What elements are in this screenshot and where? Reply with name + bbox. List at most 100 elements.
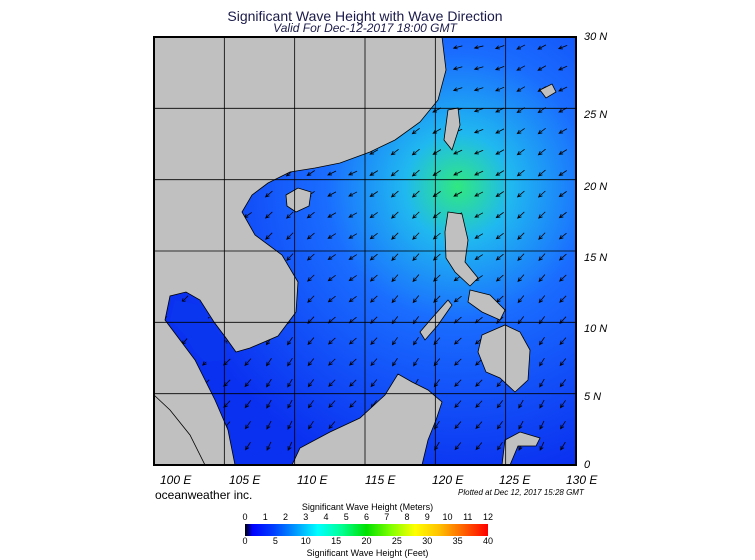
wave-direction-arrow [517,232,525,240]
lat-label: 10 N [584,323,608,335]
wave-direction-arrow [327,212,337,218]
wave-direction-arrow [559,379,567,388]
wave-direction-arrow [518,399,524,409]
wave-direction-arrow [496,379,504,388]
wave-direction-arrow [307,379,314,388]
wave-direction-arrow [370,358,378,367]
wave-direction-arrow [495,232,504,240]
wave-direction-arrow [537,128,546,135]
wave-direction-arrow [391,295,399,304]
wave-direction-arrow [474,212,484,218]
wave-direction-arrow [453,170,463,176]
wave-direction-arrow [452,87,463,92]
wave-direction-arrow [558,170,567,177]
wave-direction-arrow [453,337,462,345]
wave-direction-arrow [454,358,462,366]
wave-direction-arrow [495,86,505,92]
wave-direction-arrow [328,379,336,387]
colorbar-feet-tick: 10 [300,536,311,546]
wave-direction-arrow [539,441,545,451]
wave-direction-arrow [245,442,251,451]
land-ryukyu [539,83,557,99]
lat-label: 15 N [584,252,608,264]
wave-direction-arrow [412,295,420,304]
wave-direction-arrow [537,44,547,50]
wave-direction-arrow [390,148,399,156]
land-sulawesi-tip [501,431,541,465]
wave-direction-arrow [369,232,378,240]
wave-direction-arrow [538,337,545,346]
wave-direction-arrow [265,232,273,240]
wave-direction-arrow [348,191,358,197]
colorbar-feet-tick: 0 [242,536,248,546]
wave-direction-arrow [475,379,483,387]
lat-label: 25 N [584,109,608,121]
wave-direction-arrow [306,253,315,261]
wave-direction-arrow [370,379,378,388]
wave-direction-arrow [307,274,315,282]
wave-direction-arrow [411,128,420,135]
wave-direction-arrow [473,45,484,50]
wave-direction-arrow [390,190,399,198]
wave-direction-arrow [286,211,294,219]
land-palawan [419,299,453,341]
wave-direction-arrow [287,399,293,409]
land-hainan [285,187,312,213]
wave-direction-arrow [244,379,252,388]
wave-direction-arrow [454,379,462,387]
wave-direction-arrow [516,148,525,156]
wave-direction-arrow [286,253,294,262]
wave-direction-arrow [474,149,484,155]
wave-direction-arrow [328,400,336,409]
wave-direction-arrow [432,191,441,198]
wave-direction-arrow [497,442,503,451]
wave-direction-arrow [432,149,442,155]
wave-direction-arrow [432,232,441,240]
wave-direction-arrow [266,399,272,409]
colorbar-meter-tick: 8 [404,512,410,522]
lon-label: 130 E [566,473,598,487]
wave-direction-arrow [475,400,483,408]
lat-label: 20 N [584,181,608,193]
wave-direction-arrow [473,108,484,113]
wave-direction-arrow [475,442,483,451]
colorbar-meter-tick: 6 [363,512,370,522]
wave-direction-arrow [348,275,357,282]
wave-direction-arrow [558,65,568,71]
lat-label: 0 [584,459,591,471]
wave-direction-arrow [307,358,315,367]
wave-direction-arrow [348,170,358,176]
wave-direction-arrow [328,421,336,430]
wave-direction-arrow [413,357,419,367]
wave-direction-arrow [474,254,483,260]
land-sumatra [154,394,206,465]
wave-direction-arrow [560,441,566,451]
colorbar-meter-tick: 3 [303,512,309,522]
wave-direction-arrow [306,232,315,240]
wave-direction-arrow [369,212,378,219]
wave-direction-arrow [307,295,315,303]
wave-direction-arrow [496,400,504,409]
colorbar-meter-tick: 9 [424,512,430,522]
wave-direction-arrow [538,253,546,262]
wave-direction-arrow [306,211,315,219]
map-frame [153,36,577,466]
wave-direction-arrow [412,211,420,219]
land-visayas [467,289,506,321]
wave-direction-arrow [452,45,463,50]
wave-direction-arrow [369,253,378,261]
map-title: Significant Wave Height with Wave Direct… [227,8,503,24]
wave-direction-arrow [558,232,567,240]
wave-direction-arrow [287,378,293,388]
colorbar-feet-tick: 30 [422,536,433,546]
land-borneo [291,373,443,465]
wave-direction-arrow [517,274,525,283]
wave-direction-arrow [433,274,441,282]
wave-direction-arrow [433,295,441,303]
wave-direction-arrow [494,65,505,71]
wave-direction-arrow [473,128,484,134]
wave-direction-arrow [348,295,357,303]
wave-direction-arrow [327,170,337,176]
wave-direction-arrow [348,233,358,239]
